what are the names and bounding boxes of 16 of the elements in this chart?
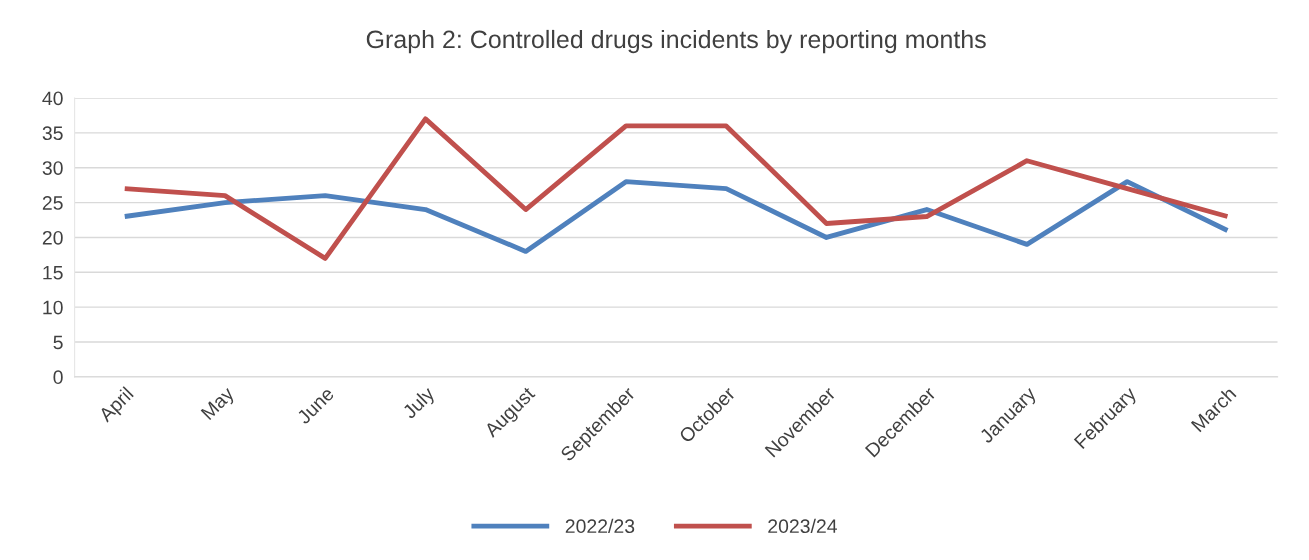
x-tick-label: May <box>200 385 238 423</box>
y-tick-label: 5 <box>53 335 63 350</box>
y-tick-label: 10 <box>43 300 63 315</box>
line-series <box>122 179 1230 254</box>
y-tick-label: 20 <box>42 230 63 245</box>
y-tick-label: 25 <box>42 196 63 210</box>
y-tick-label: 40 <box>42 91 63 106</box>
legend-label: 2023/24 <box>768 518 837 534</box>
x-tick-label: July <box>401 385 439 423</box>
y-tick-label: 0 <box>53 370 63 385</box>
y-tick-label: 30 <box>42 161 63 175</box>
legend-label: 2022/23 <box>565 518 635 534</box>
y-tick-label: 15 <box>43 265 63 280</box>
chart-title: Graph 2: Controlled drugs incidents by reporting months <box>366 29 986 54</box>
line-series <box>122 116 1230 261</box>
y-tick-label: 35 <box>42 126 63 141</box>
